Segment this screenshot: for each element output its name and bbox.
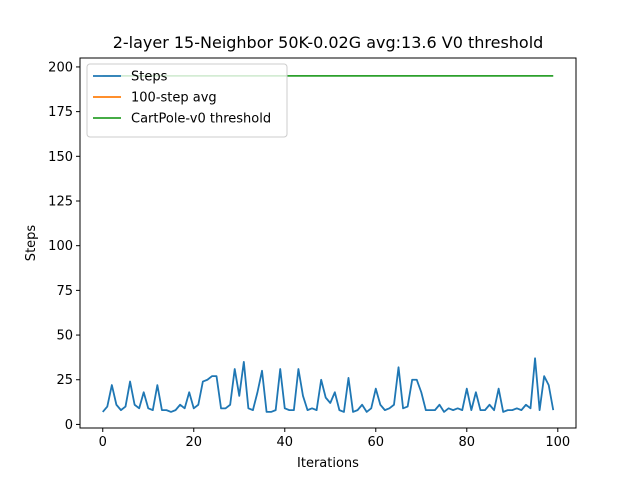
y-tick-label: 0 xyxy=(65,418,73,433)
x-tick-label: 100 xyxy=(545,435,570,450)
axes-layer: 0 20 40 60 80 100 0 25 50 75 100 125 150 175 200 xyxy=(48,60,570,450)
y-tick-label: 100 xyxy=(48,239,73,254)
x-tick-label: 20 xyxy=(185,435,202,450)
legend-box xyxy=(86,63,288,138)
y-tick-label: 25 xyxy=(56,373,73,388)
x-tick-label: 80 xyxy=(459,435,476,450)
x-tick-label: 60 xyxy=(368,435,385,450)
y-axis-label: Steps xyxy=(24,225,39,262)
series-line-steps xyxy=(102,357,555,413)
y-tick-label: 200 xyxy=(48,60,73,75)
x-tick-label: 40 xyxy=(276,435,293,450)
x-axis-label: Iterations xyxy=(297,456,359,471)
chart-title: 2-layer 15-Neighbor 50K-0.02G avg:13.6 V… xyxy=(113,33,544,52)
y-tick-label: 175 xyxy=(48,105,73,120)
legend-label: CartPole-v0 threshold xyxy=(131,112,271,127)
y-tick-label: 50 xyxy=(56,329,73,344)
x-tick-label: 0 xyxy=(99,435,107,450)
y-tick-label: 75 xyxy=(56,284,73,299)
y-tick-label: 150 xyxy=(48,150,73,165)
legend: Steps 100-step avg CartPole-v0 threshold xyxy=(86,63,288,138)
y-tick-label: 125 xyxy=(48,194,73,209)
legend-label: 100-step avg xyxy=(131,91,217,106)
legend-label: Steps xyxy=(131,70,168,85)
